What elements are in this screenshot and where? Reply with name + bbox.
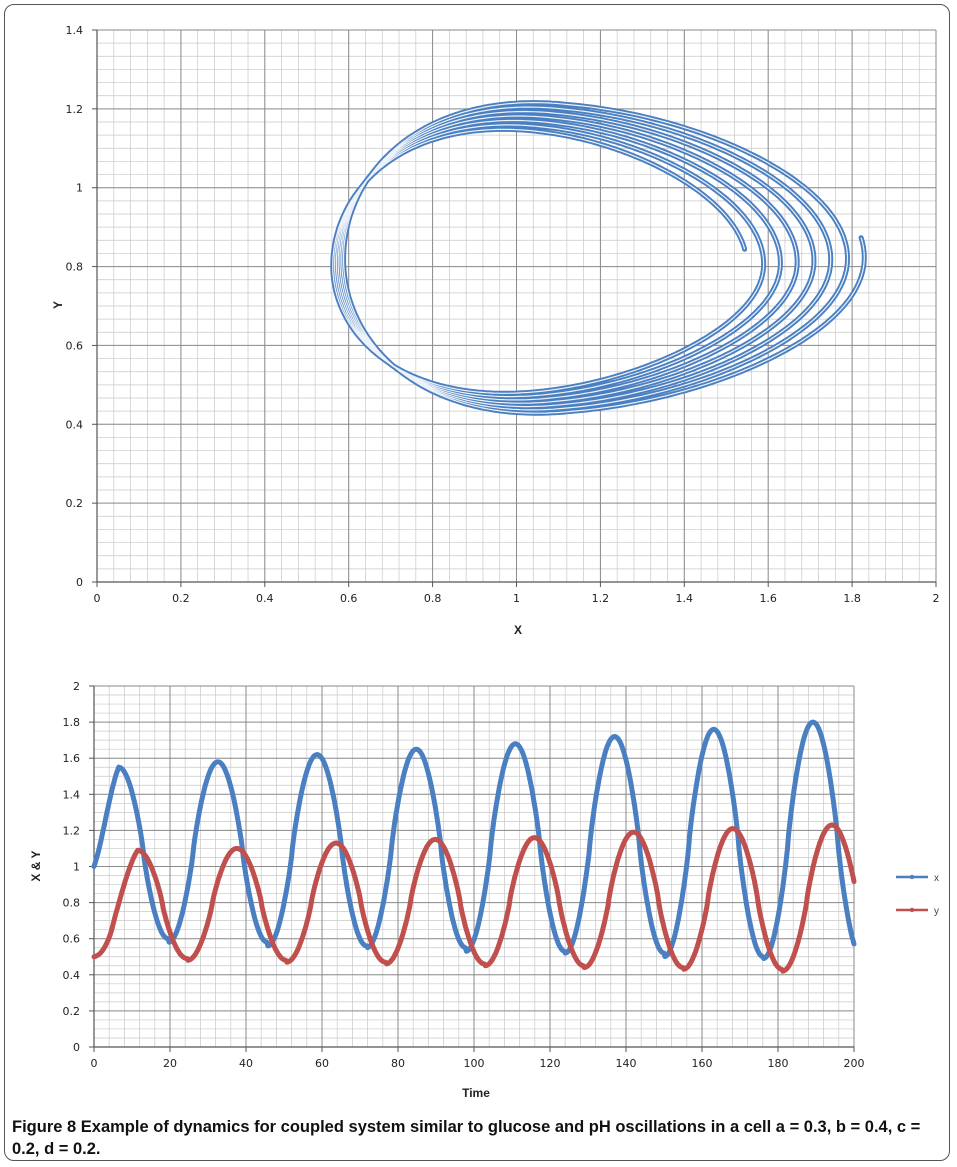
y-tick-label: 0.4 [63,969,81,982]
series-line-x [91,719,857,961]
time-series-y-label: X & Y [29,850,43,881]
x-tick-label: 40 [239,1057,253,1070]
time-series-lines [91,719,857,974]
phase-plot-x-ticks: 0 0.2 0.4 0.6 0.8 1 1.2 1.4 1.6 1.8 2 [94,582,940,605]
x-tick-label: 200 [844,1057,865,1070]
x-tick-label: 100 [464,1057,485,1070]
y-tick-label: 0.6 [63,933,81,946]
y-tick-label: 1 [73,861,80,874]
legend-x-marker [909,874,915,880]
y-tick-label: 1.8 [63,716,81,729]
y-tick-label: 1.4 [66,24,84,37]
x-tick-label: 0 [94,592,101,605]
y-tick-label: 1.2 [63,824,81,837]
time-series-y-ticks: 0 0.2 0.4 0.6 0.8 1 1.2 1.4 1.6 1.8 2 [63,680,94,1054]
time-series-plot: 0 20 40 60 80 100 120 140 160 180 200 0 0.2 0.4 0.6 0.… [29,680,939,1100]
phase-plot-trajectory [330,100,867,416]
series-line-y [91,822,857,974]
x-tick-label: 80 [391,1057,405,1070]
x-tick-label: 0.8 [424,592,442,605]
x-tick-label: 1.4 [676,592,694,605]
y-tick-label: 0.8 [63,897,81,910]
y-tick-label: 0.2 [63,1005,81,1018]
y-tick-label: 0.6 [66,339,84,352]
phase-trajectory-line [330,100,867,416]
y-tick-label: 1 [76,182,83,195]
x-tick-label: 1.8 [843,592,861,605]
y-tick-label: 0 [76,576,83,589]
legend-x-label: x [934,873,939,884]
time-series-legend: x y [896,873,939,917]
legend-y-marker [909,907,915,913]
y-tick-label: 1.2 [66,103,84,116]
figure-caption-label: Figure 8 [12,1118,77,1136]
y-tick-label: 1.6 [63,752,81,765]
x-tick-label: 20 [163,1057,177,1070]
x-tick-label: 1.6 [759,592,777,605]
x-tick-label: 0.2 [172,592,190,605]
phase-plot-y-ticks: 0 0.2 0.4 0.6 0.8 1 1.2 1.4 [66,24,97,589]
x-tick-label: 120 [540,1057,561,1070]
x-tick-label: 60 [315,1057,329,1070]
phase-plot-grid [96,29,937,583]
y-tick-label: 0.2 [66,497,84,510]
time-series-x-ticks: 0 20 40 60 80 100 120 140 160 180 200 [91,1047,865,1070]
phase-plot: 0 0.2 0.4 0.6 0.8 1 1.2 1.4 1.6 1.8 2 0 0.2 0.4 0.6 0.… [51,24,940,637]
x-tick-label: 0.4 [256,592,274,605]
x-tick-label: 1.2 [592,592,610,605]
figure-canvas: 0 0.2 0.4 0.6 0.8 1 1.2 1.4 1.6 1.8 2 0 0.2 0.4 0.6 0.… [29,24,940,1100]
x-tick-label: 2 [933,592,940,605]
y-tick-label: 2 [73,680,80,693]
legend-y-label: y [934,906,939,917]
x-tick-label: 140 [616,1057,637,1070]
x-tick-label: 1 [513,592,520,605]
x-tick-label: 0.6 [340,592,358,605]
phase-plot-y-label: Y [51,301,65,309]
x-tick-label: 180 [768,1057,789,1070]
y-tick-label: 0 [73,1041,80,1054]
y-tick-label: 0.4 [66,418,84,431]
x-tick-label: 160 [692,1057,713,1070]
figure-caption-text: Example of dynamics for coupled system s… [12,1118,921,1158]
y-tick-label: 1.4 [63,788,81,801]
figure-caption: Figure 8 Example of dynamics for coupled… [12,1116,942,1160]
x-tick-label: 0 [91,1057,98,1070]
phase-plot-x-label: X [514,623,522,637]
y-tick-label: 0.8 [66,261,84,274]
time-series-x-label: Time [462,1086,490,1100]
phase-trajectory-highlight [332,102,865,414]
